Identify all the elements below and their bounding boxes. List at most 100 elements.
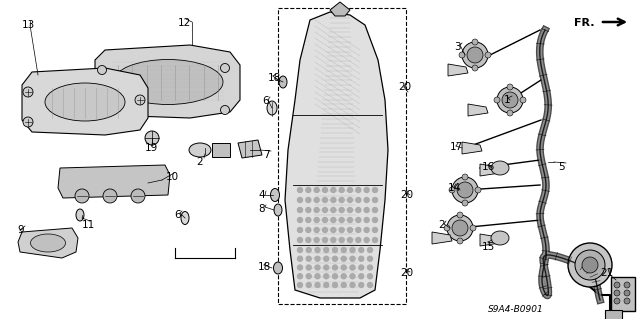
Circle shape (359, 248, 364, 253)
Circle shape (341, 283, 346, 287)
Text: 16: 16 (482, 162, 495, 172)
Circle shape (298, 274, 303, 279)
Circle shape (502, 92, 518, 108)
Circle shape (306, 238, 311, 242)
Circle shape (367, 265, 372, 270)
Text: 1: 1 (504, 95, 511, 105)
Circle shape (339, 218, 344, 222)
Circle shape (331, 227, 336, 233)
Polygon shape (468, 104, 488, 116)
Circle shape (298, 238, 303, 242)
Polygon shape (58, 165, 170, 198)
Circle shape (457, 182, 473, 198)
Text: 10: 10 (166, 172, 179, 182)
Circle shape (348, 227, 353, 233)
Circle shape (359, 256, 364, 261)
Circle shape (23, 87, 33, 97)
Circle shape (356, 238, 361, 242)
Circle shape (348, 218, 353, 222)
Circle shape (507, 84, 513, 90)
Circle shape (614, 298, 620, 304)
Circle shape (348, 188, 353, 192)
Circle shape (307, 256, 311, 261)
Circle shape (306, 207, 311, 212)
Circle shape (315, 248, 320, 253)
Circle shape (298, 207, 303, 212)
Circle shape (307, 283, 311, 287)
Circle shape (341, 256, 346, 261)
Circle shape (459, 52, 465, 58)
Text: 4: 4 (258, 190, 264, 200)
FancyBboxPatch shape (605, 309, 621, 319)
Ellipse shape (45, 83, 125, 121)
Polygon shape (22, 68, 148, 135)
Text: 13: 13 (22, 20, 35, 30)
Circle shape (323, 207, 328, 212)
Circle shape (364, 238, 369, 242)
Circle shape (359, 274, 364, 279)
Circle shape (614, 290, 620, 296)
Circle shape (341, 248, 346, 253)
Text: 18: 18 (268, 73, 281, 83)
Circle shape (298, 265, 303, 270)
Circle shape (367, 248, 372, 253)
Circle shape (364, 218, 369, 222)
Text: 20: 20 (400, 190, 413, 200)
Circle shape (575, 250, 605, 280)
Circle shape (324, 283, 329, 287)
Circle shape (307, 274, 311, 279)
Circle shape (472, 65, 478, 71)
Circle shape (331, 218, 336, 222)
Circle shape (356, 188, 361, 192)
Circle shape (315, 265, 320, 270)
Ellipse shape (271, 189, 280, 202)
Circle shape (23, 117, 33, 127)
Circle shape (624, 290, 630, 296)
Circle shape (323, 227, 328, 233)
Polygon shape (448, 64, 468, 76)
Text: 11: 11 (82, 220, 95, 230)
Polygon shape (18, 228, 78, 258)
Text: 2: 2 (196, 157, 203, 167)
Circle shape (507, 110, 513, 116)
Circle shape (333, 265, 337, 270)
Circle shape (614, 282, 620, 288)
Circle shape (350, 248, 355, 253)
Circle shape (457, 212, 463, 218)
Circle shape (367, 283, 372, 287)
Circle shape (348, 197, 353, 203)
Circle shape (331, 238, 336, 242)
Polygon shape (95, 45, 240, 118)
Circle shape (359, 283, 364, 287)
Text: 3: 3 (454, 42, 461, 52)
Circle shape (364, 197, 369, 203)
FancyBboxPatch shape (611, 277, 635, 311)
Ellipse shape (274, 204, 282, 216)
Ellipse shape (113, 60, 223, 105)
Circle shape (356, 227, 361, 233)
Text: S9A4-B0901: S9A4-B0901 (488, 306, 544, 315)
Text: 7: 7 (263, 150, 269, 160)
Circle shape (314, 197, 319, 203)
Circle shape (314, 218, 319, 222)
Circle shape (314, 238, 319, 242)
Circle shape (221, 106, 230, 115)
Circle shape (315, 274, 320, 279)
Circle shape (324, 274, 329, 279)
Circle shape (624, 298, 630, 304)
Polygon shape (480, 234, 500, 246)
Circle shape (324, 248, 329, 253)
Circle shape (314, 207, 319, 212)
Circle shape (568, 243, 612, 287)
Text: 6: 6 (174, 210, 180, 220)
Circle shape (485, 52, 491, 58)
Circle shape (444, 225, 450, 231)
Circle shape (298, 218, 303, 222)
Circle shape (462, 174, 468, 180)
Circle shape (324, 265, 329, 270)
Circle shape (348, 207, 353, 212)
Circle shape (339, 238, 344, 242)
Circle shape (314, 188, 319, 192)
Text: 8: 8 (258, 204, 264, 214)
Circle shape (372, 188, 378, 192)
